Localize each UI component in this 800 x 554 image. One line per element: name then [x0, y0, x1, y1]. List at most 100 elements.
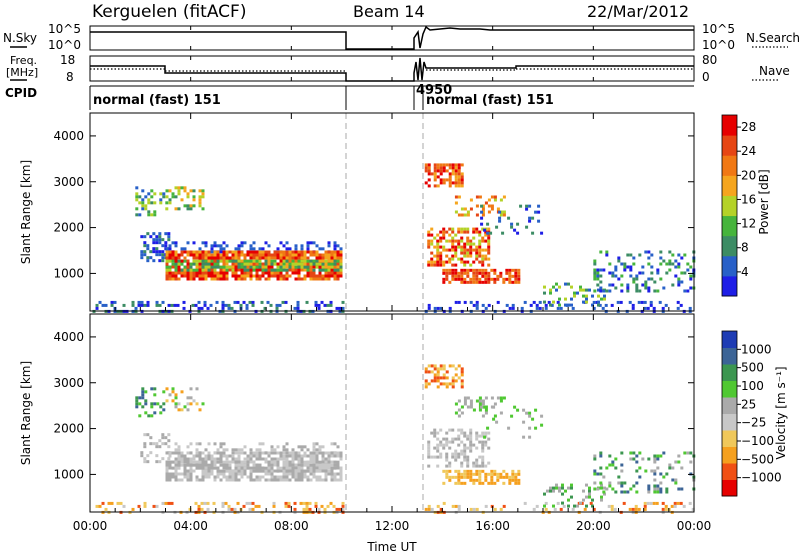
velocity-cell [177, 457, 181, 461]
power-cell [469, 207, 473, 211]
velocity-cell [327, 451, 331, 455]
velocity-cell [321, 469, 325, 473]
velocity-cell [567, 486, 570, 490]
velocity-cell [222, 454, 226, 458]
velocity-cell [424, 382, 428, 386]
power-cell [445, 274, 449, 278]
power-cell [644, 286, 648, 290]
power-cell [484, 271, 488, 275]
velocity-cell [472, 461, 476, 465]
velocity-cell [141, 405, 145, 409]
power-cell [273, 259, 277, 263]
velocity-cell [481, 414, 485, 418]
power-cell [686, 268, 690, 272]
power-cell [135, 186, 139, 190]
velocity-colorbar-swatch [722, 446, 737, 464]
velocity-cell [522, 420, 526, 424]
power-cell [593, 274, 597, 278]
power-cell [635, 277, 639, 281]
power-cell [255, 268, 259, 272]
velocity-cell [246, 454, 250, 458]
power-cell [300, 277, 304, 281]
velocity-cell [198, 466, 202, 470]
power-cell [303, 259, 307, 263]
power-cell [454, 169, 458, 173]
velocity-cell [164, 436, 168, 440]
velocity-cell [204, 463, 208, 467]
velocity-cell [583, 507, 587, 511]
velocity-cell [306, 460, 310, 464]
velocity-cell [291, 451, 295, 455]
velocity-cell [299, 501, 303, 505]
power-cell [146, 303, 150, 307]
power-cell [195, 259, 199, 263]
power-cell [227, 306, 231, 310]
power-cell [487, 245, 491, 249]
velocity-cell [596, 472, 600, 476]
power-cell [182, 300, 186, 304]
velocity-cell [487, 481, 491, 485]
power-cell [192, 195, 196, 199]
power-cell [180, 268, 184, 272]
power-cell [201, 274, 205, 278]
velocity-cell [588, 495, 591, 499]
power-cell [198, 247, 202, 251]
power-cell [321, 262, 325, 266]
velocity-cell [451, 440, 455, 444]
velocity-cell [291, 463, 295, 467]
velocity-cell [234, 457, 238, 461]
velocity-cell [330, 463, 334, 467]
power-cell [243, 274, 247, 278]
velocity-cell [505, 475, 509, 479]
velocity-cell [436, 376, 440, 380]
velocity-cell [659, 472, 663, 476]
power-cell [451, 274, 455, 278]
power-cell [463, 230, 467, 234]
power-cell [95, 306, 99, 310]
power-cell [451, 236, 455, 240]
velocity-cell [255, 454, 259, 458]
power-cell [201, 271, 205, 275]
power-cell [502, 277, 506, 281]
velocity-cell [677, 487, 681, 491]
velocity-cell [632, 457, 636, 461]
velocity-cell [236, 501, 240, 505]
power-cell [433, 166, 437, 170]
power-cell [192, 204, 196, 208]
velocity-cell [177, 445, 181, 449]
power-cell [161, 259, 165, 263]
power-cell [273, 271, 277, 275]
velocity-cell [478, 472, 482, 476]
power-cell [261, 265, 265, 269]
velocity-cell [228, 466, 232, 470]
power-cell [249, 250, 253, 254]
power-cell [481, 210, 485, 214]
power-cell [201, 256, 205, 260]
velocity-cell [318, 445, 322, 449]
power-cell [556, 300, 560, 304]
velocity-cell [198, 457, 202, 461]
velocity-cell [442, 446, 446, 450]
velocity-cell [505, 472, 509, 476]
power-cell [442, 277, 446, 281]
power-cell [339, 253, 343, 257]
velocity-cell [183, 466, 187, 470]
velocity-cell [442, 364, 446, 368]
power-cell [484, 248, 488, 252]
velocity-cell [528, 414, 532, 418]
power-cell [321, 265, 325, 269]
velocity-cell [237, 448, 241, 452]
power-cell [677, 262, 681, 266]
power-cell [430, 251, 434, 255]
velocity-cell [445, 437, 449, 441]
velocity-cell [511, 469, 515, 473]
power-cell [174, 244, 178, 248]
power-cell [297, 271, 301, 275]
power-cell [294, 271, 298, 275]
velocity-cell [511, 478, 515, 482]
power-cell [490, 277, 494, 281]
power-cell [570, 303, 573, 307]
velocity-cell [430, 455, 434, 459]
power-cell [592, 306, 596, 310]
velocity-cell [152, 442, 156, 446]
